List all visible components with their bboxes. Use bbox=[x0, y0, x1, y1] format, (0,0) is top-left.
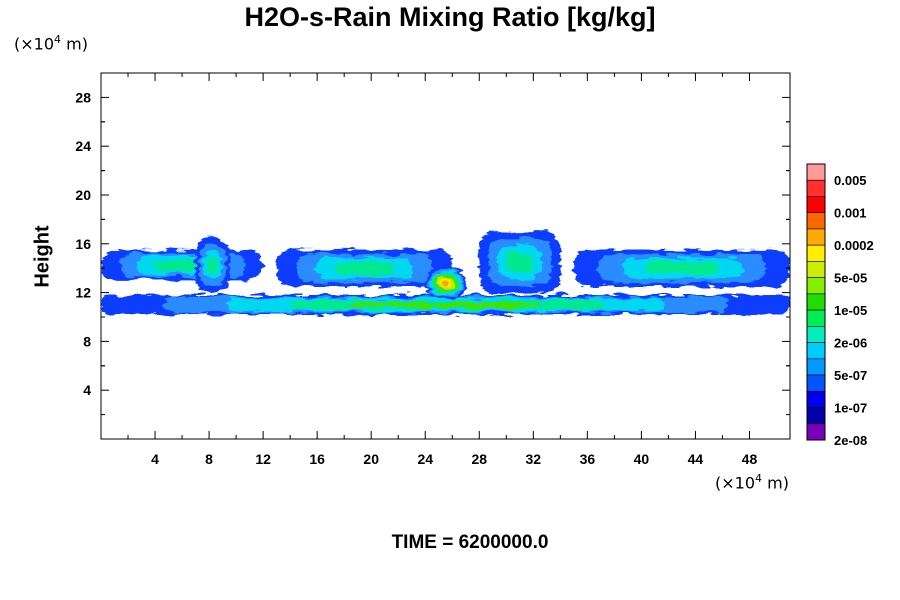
legend-swatch bbox=[806, 423, 826, 441]
time-label: TIME = 6200000.0 bbox=[391, 532, 549, 553]
x-tick-label: 48 bbox=[742, 451, 758, 467]
x-unit-exponent: 4 bbox=[755, 472, 763, 485]
y-axis: 4 8 12 16 20 24 28 bbox=[75, 89, 790, 416]
x-axis-unit: (×104 m) bbox=[715, 472, 789, 492]
y-tick-label: 12 bbox=[75, 285, 91, 301]
legend-swatch bbox=[806, 326, 826, 343]
y-tick-label: 8 bbox=[83, 333, 91, 349]
legend-swatch bbox=[806, 358, 826, 376]
x-tick-label: 36 bbox=[580, 451, 596, 467]
x-unit-prefix: (×10 bbox=[715, 473, 756, 493]
legend-swatch bbox=[806, 277, 826, 295]
legend-swatch bbox=[806, 179, 826, 197]
contour-band bbox=[351, 302, 540, 308]
y-tick-label: 24 bbox=[75, 138, 91, 154]
legend-swatch bbox=[806, 342, 826, 360]
legend-frame bbox=[806, 163, 826, 441]
x-axis: 4 8 12 16 20 24 28 32 36 40 44 48 bbox=[127, 73, 758, 467]
legend-swatch bbox=[806, 390, 826, 408]
legend-swatch bbox=[806, 212, 826, 230]
legend-swatch bbox=[806, 293, 826, 311]
plot-frame bbox=[100, 72, 791, 440]
legend-label: 2e-06 bbox=[834, 336, 867, 351]
legend-label: 0.005 bbox=[834, 173, 867, 188]
x-tick-label: 44 bbox=[688, 451, 704, 467]
x-tick-label: 28 bbox=[471, 451, 487, 467]
y-tick-label: 28 bbox=[75, 89, 91, 105]
legend-swatch bbox=[806, 261, 826, 278]
x-unit-suffix: m) bbox=[762, 473, 789, 493]
legend-label: 0.0002 bbox=[834, 238, 874, 253]
legend-label: 1e-05 bbox=[834, 303, 867, 318]
contour-band bbox=[441, 280, 450, 287]
x-tick-label: 32 bbox=[526, 451, 542, 467]
legend-label: 5e-05 bbox=[834, 271, 867, 286]
legend-swatch bbox=[806, 244, 826, 262]
x-tick-label: 4 bbox=[151, 451, 159, 467]
legend-swatch bbox=[806, 407, 826, 425]
y-unit-suffix: m) bbox=[61, 34, 88, 54]
color-legend: 0.005 0.001 0.0002 5e-05 1e-05 2e-06 5e-07 1e-0… bbox=[806, 163, 874, 448]
legend-swatch bbox=[806, 196, 826, 214]
x-tick-label: 12 bbox=[255, 451, 271, 467]
contour-band bbox=[506, 251, 534, 273]
contour-band bbox=[335, 262, 394, 275]
y-unit-exponent: 4 bbox=[54, 33, 62, 46]
legend-label: 0.001 bbox=[834, 206, 867, 221]
legend-swatch bbox=[806, 374, 826, 392]
x-tick-label: 40 bbox=[634, 451, 650, 467]
legend-label: 2e-08 bbox=[834, 433, 867, 448]
contour-band bbox=[206, 256, 219, 275]
legend-swatch bbox=[806, 163, 826, 181]
x-tick-label: 20 bbox=[363, 451, 379, 467]
y-tick-label: 20 bbox=[75, 187, 91, 203]
y-tick-label: 4 bbox=[83, 382, 91, 398]
legend-label: 1e-07 bbox=[834, 401, 867, 416]
legend-swatch bbox=[806, 309, 826, 327]
contour-fields bbox=[101, 231, 790, 315]
y-tick-label: 16 bbox=[75, 236, 91, 252]
x-tick-label: 16 bbox=[309, 451, 325, 467]
chart-title: H2O-s-Rain Mixing Ratio [kg/kg] bbox=[244, 2, 656, 32]
y-unit-prefix: (×10 bbox=[14, 34, 55, 54]
contour-band bbox=[645, 262, 718, 275]
x-tick-label: 8 bbox=[205, 451, 213, 467]
y-axis-unit: (×104 m) bbox=[14, 33, 88, 53]
legend-swatch bbox=[806, 228, 826, 246]
x-tick-label: 24 bbox=[417, 451, 433, 467]
legend-label: 5e-07 bbox=[834, 368, 867, 383]
